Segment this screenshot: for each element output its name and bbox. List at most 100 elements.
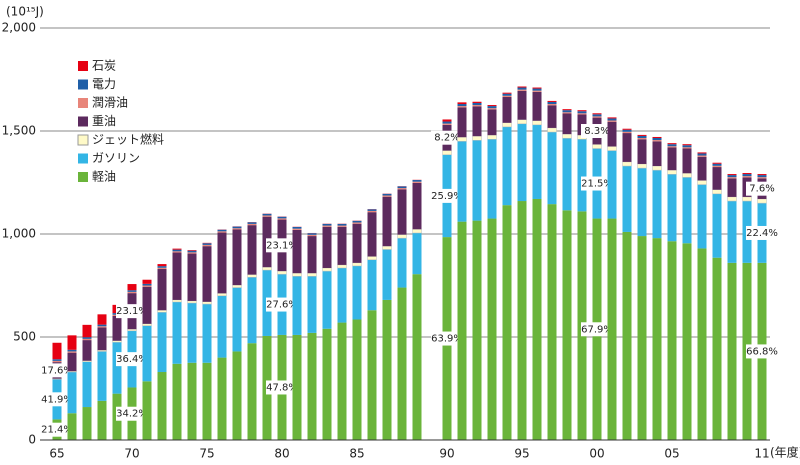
bar-segment xyxy=(157,309,167,313)
bar-segment xyxy=(502,205,512,440)
bar-segment xyxy=(277,216,287,219)
bar-segment xyxy=(127,290,137,292)
bar-segment xyxy=(637,134,647,136)
bar-segment xyxy=(397,287,407,440)
bar-segment xyxy=(292,272,302,277)
legend-label: 軽油 xyxy=(92,170,116,184)
bar-segment xyxy=(142,283,152,286)
bar-segment xyxy=(232,229,242,286)
share-label-bg xyxy=(431,331,463,346)
share-label-bg xyxy=(116,352,148,367)
bar-segment xyxy=(82,361,92,408)
share-label: 22.4% xyxy=(746,228,778,239)
bar-segment xyxy=(397,238,407,288)
bar-segment xyxy=(247,223,257,226)
bar-segment xyxy=(757,198,767,204)
bar-segment xyxy=(217,295,227,358)
bar-segment xyxy=(352,222,362,224)
bar-segment xyxy=(322,267,332,272)
bar-segment xyxy=(712,257,722,440)
bar-segment xyxy=(157,269,167,311)
bar-segment xyxy=(97,349,107,352)
bar-segment xyxy=(142,325,152,382)
bar-segment xyxy=(742,173,752,175)
bar-segment xyxy=(742,174,752,177)
bar-segment xyxy=(517,119,527,125)
bar-segment xyxy=(67,370,77,373)
bar-segment xyxy=(82,324,92,338)
bar-segment xyxy=(322,225,332,227)
y-tick-label: 1,000 xyxy=(2,227,36,241)
bar-segment xyxy=(727,201,737,263)
bar-segment xyxy=(622,133,632,162)
bar-segment xyxy=(217,231,227,233)
bar-segment xyxy=(577,110,587,112)
bar-segment xyxy=(457,104,467,107)
bar-segment xyxy=(382,299,392,440)
bar-segment xyxy=(202,362,212,440)
bar-segment xyxy=(562,110,572,113)
bar-segment xyxy=(727,196,737,202)
bar-segment xyxy=(682,172,692,178)
bar-segment xyxy=(547,127,557,133)
bar-segment xyxy=(562,113,572,135)
bar-segment xyxy=(697,248,707,440)
bar-segment xyxy=(517,89,527,91)
legend-label: 重油 xyxy=(92,114,116,128)
bar-segment xyxy=(502,126,512,206)
share-label-bg xyxy=(41,392,73,407)
bar-segment xyxy=(322,226,332,268)
bar-segment xyxy=(682,145,692,148)
share-label-bg xyxy=(116,304,148,319)
bar-segment xyxy=(517,87,527,90)
bar-segment xyxy=(532,91,542,121)
legend-swatch xyxy=(78,61,88,71)
bar-segment xyxy=(622,129,632,132)
bar-segment xyxy=(712,167,722,190)
share-label: 41.9% xyxy=(41,394,73,405)
bar-segment xyxy=(382,195,392,197)
bar-segment xyxy=(667,147,677,171)
bar-segment xyxy=(202,243,212,245)
bar-segment xyxy=(142,279,152,284)
bar-segment xyxy=(472,105,482,107)
bar-segment xyxy=(637,168,647,237)
bar-segment xyxy=(187,300,197,304)
bar-segment xyxy=(532,90,542,92)
bar-segment xyxy=(232,351,242,440)
bar-segment xyxy=(172,363,182,440)
bar-segment xyxy=(52,378,62,380)
bar-segment xyxy=(337,267,347,323)
bar-segment xyxy=(697,180,707,185)
y-tick-label: 1,500 xyxy=(2,124,36,138)
share-label: 66.8% xyxy=(746,346,778,357)
bar-segment xyxy=(172,252,182,300)
share-label-bg xyxy=(41,422,73,437)
bar-segment xyxy=(592,116,602,118)
bar-segment xyxy=(502,93,512,96)
x-tick-label: 90 xyxy=(439,447,454,461)
bar-segment xyxy=(472,220,482,440)
bar-segment xyxy=(682,147,692,149)
bar-segment xyxy=(157,312,167,373)
x-unit: (年度) xyxy=(770,445,800,460)
bar-segment xyxy=(97,327,107,351)
bar-segment xyxy=(682,144,692,146)
bar-segment xyxy=(232,228,242,230)
bar-segment xyxy=(352,319,362,440)
bar-segment xyxy=(517,86,527,88)
share-label-bg xyxy=(581,322,613,337)
bar-segment xyxy=(127,291,137,294)
bar-segment xyxy=(487,109,497,136)
bar-segment xyxy=(652,170,662,239)
share-label: 23.1% xyxy=(116,306,148,317)
bar-segment xyxy=(442,121,452,124)
bar-segment xyxy=(667,146,677,148)
bar-segment xyxy=(382,249,392,300)
bar-segment xyxy=(307,233,317,235)
bar-segment xyxy=(202,301,212,305)
bar-segment xyxy=(472,140,482,221)
bar-segment xyxy=(727,177,737,179)
bar-segment xyxy=(697,153,707,156)
bar-segment xyxy=(487,108,497,110)
